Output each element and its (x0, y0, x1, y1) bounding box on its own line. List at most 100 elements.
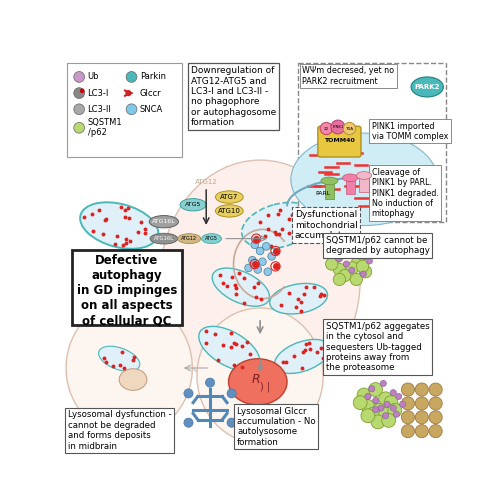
Circle shape (348, 267, 355, 274)
Text: Lysosomal dysfunction -
cannot be degraded
and forms deposits
in midbrain: Lysosomal dysfunction - cannot be degrad… (68, 410, 172, 451)
Circle shape (384, 396, 398, 409)
Circle shape (384, 401, 390, 407)
Ellipse shape (270, 284, 328, 314)
Circle shape (365, 394, 371, 400)
Ellipse shape (429, 383, 442, 396)
Ellipse shape (342, 174, 358, 182)
Circle shape (331, 250, 344, 262)
FancyBboxPatch shape (318, 126, 361, 157)
Circle shape (382, 412, 388, 419)
FancyBboxPatch shape (360, 176, 368, 192)
Ellipse shape (80, 202, 158, 249)
Circle shape (331, 120, 345, 134)
Circle shape (362, 254, 368, 260)
Text: SNCA: SNCA (140, 105, 163, 114)
Ellipse shape (180, 198, 206, 211)
Text: SQSTM1/p62 cannot be
degraded by autophagy: SQSTM1/p62 cannot be degraded by autopha… (326, 236, 430, 255)
Text: Parkin: Parkin (140, 72, 166, 82)
Text: PINK1: PINK1 (332, 125, 344, 129)
Ellipse shape (402, 410, 414, 424)
Text: LC3-I: LC3-I (88, 88, 109, 98)
Circle shape (342, 245, 355, 257)
Circle shape (74, 72, 85, 83)
Text: ATG10: ATG10 (218, 208, 240, 214)
Ellipse shape (402, 383, 414, 396)
Circle shape (336, 256, 342, 262)
Ellipse shape (402, 424, 414, 438)
Circle shape (244, 264, 252, 272)
Circle shape (372, 398, 378, 404)
Text: SQSTM1
/p62: SQSTM1 /p62 (88, 118, 122, 138)
Ellipse shape (242, 202, 317, 248)
Ellipse shape (416, 383, 428, 396)
Circle shape (74, 88, 85, 99)
Ellipse shape (411, 77, 444, 97)
Circle shape (338, 270, 351, 282)
Circle shape (378, 408, 392, 421)
Circle shape (256, 247, 264, 255)
Circle shape (344, 261, 349, 267)
Circle shape (341, 248, 347, 254)
Circle shape (251, 241, 258, 248)
Circle shape (366, 246, 372, 252)
Ellipse shape (228, 359, 287, 405)
Circle shape (378, 392, 392, 406)
Ellipse shape (416, 410, 428, 424)
Text: ATG5: ATG5 (185, 202, 202, 207)
Ellipse shape (429, 410, 442, 424)
Text: Dysfunctional
mitochondrial
accumulate: Dysfunctional mitochondrial accumulate (295, 210, 358, 240)
Text: PINK1 imported
via TOMM complex: PINK1 imported via TOMM complex (372, 122, 448, 141)
Circle shape (368, 382, 382, 396)
Text: ATG5: ATG5 (205, 236, 218, 241)
Circle shape (360, 271, 366, 277)
Text: 22: 22 (324, 126, 329, 130)
Circle shape (390, 390, 396, 396)
Circle shape (371, 415, 385, 429)
Circle shape (382, 414, 396, 428)
Circle shape (258, 258, 266, 266)
Circle shape (74, 104, 85, 115)
Text: ATG16L: ATG16L (154, 236, 174, 241)
Circle shape (184, 389, 193, 398)
Text: Glccr: Glccr (140, 88, 162, 98)
Circle shape (80, 88, 84, 93)
Ellipse shape (216, 191, 243, 203)
Circle shape (380, 380, 386, 386)
Circle shape (74, 122, 85, 133)
FancyBboxPatch shape (325, 182, 334, 200)
Circle shape (388, 404, 402, 417)
Circle shape (254, 266, 262, 274)
Circle shape (326, 258, 338, 270)
Circle shape (264, 268, 272, 276)
Circle shape (356, 248, 368, 260)
Circle shape (268, 252, 276, 260)
Circle shape (206, 378, 214, 387)
Text: ATG12: ATG12 (195, 178, 218, 184)
Circle shape (356, 260, 368, 272)
Circle shape (262, 242, 270, 250)
Ellipse shape (197, 308, 323, 444)
Circle shape (368, 386, 375, 392)
Ellipse shape (202, 234, 222, 243)
Ellipse shape (429, 397, 442, 410)
Circle shape (361, 409, 375, 422)
Ellipse shape (416, 397, 428, 410)
Circle shape (361, 400, 375, 413)
Ellipse shape (149, 216, 178, 228)
Text: PARL: PARL (316, 190, 331, 196)
Ellipse shape (291, 133, 437, 226)
Circle shape (333, 274, 345, 285)
Ellipse shape (160, 160, 360, 399)
Text: Lysosomal Glccr
accumulation - No
autolysosome
formation: Lysosomal Glccr accumulation - No autoly… (237, 406, 316, 447)
Ellipse shape (416, 424, 428, 438)
Text: PARK2: PARK2 (414, 84, 440, 90)
Ellipse shape (356, 172, 372, 179)
Circle shape (366, 408, 380, 421)
Text: ATG7: ATG7 (220, 194, 238, 200)
Circle shape (248, 256, 256, 264)
Circle shape (378, 405, 384, 411)
FancyBboxPatch shape (67, 63, 182, 157)
Text: SQSTM1/p62 aggegates
in the cytosol and
sequesters Ub-tagged
proteins away from
: SQSTM1/p62 aggegates in the cytosol and … (326, 322, 430, 372)
Ellipse shape (216, 205, 243, 217)
Circle shape (357, 388, 371, 402)
